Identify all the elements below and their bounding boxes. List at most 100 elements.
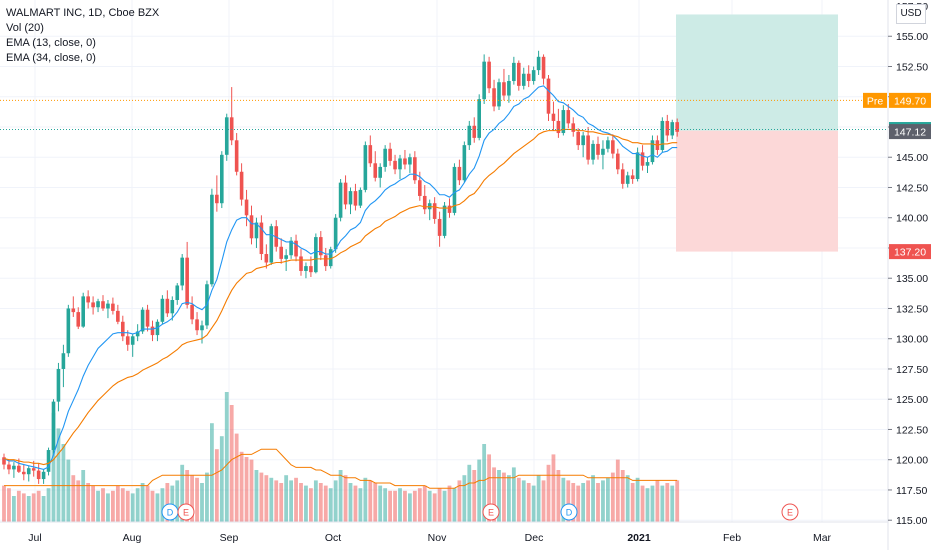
- candle-body: [581, 135, 585, 146]
- volume-bar: [111, 490, 115, 522]
- candle-body: [616, 153, 620, 170]
- volume-bar: [601, 480, 605, 522]
- candle-body: [630, 175, 635, 180]
- volume-bar: [86, 483, 91, 522]
- candle-body: [418, 180, 422, 196]
- time-tick-label: Oct: [325, 532, 341, 544]
- volume-bar: [502, 472, 506, 522]
- volume-bar: [214, 449, 219, 522]
- candle-body: [650, 140, 655, 163]
- candle-body: [175, 285, 180, 301]
- volume-bar: [551, 454, 556, 522]
- volume-bar: [106, 493, 110, 522]
- volume-bar: [358, 488, 363, 522]
- volume-bar: [180, 464, 185, 522]
- candle-body: [432, 203, 437, 219]
- candle-body: [101, 301, 105, 309]
- candlesticks: [2, 50, 679, 484]
- candle-body: [383, 148, 387, 167]
- volume-bar: [219, 436, 224, 522]
- volume-bar: [120, 488, 125, 522]
- ema34-indicator-label[interactable]: EMA (34, close, 0): [6, 52, 96, 64]
- candle-body: [487, 61, 491, 89]
- candle-body: [442, 205, 447, 236]
- candle-body: [477, 99, 481, 138]
- candle-body: [363, 145, 368, 190]
- volume-bar: [254, 470, 259, 522]
- volume-bar: [76, 480, 81, 522]
- price-tick-label: 135.00: [896, 273, 928, 285]
- symbol-title[interactable]: WALMART INC, 1D, Cboe BZX: [6, 7, 160, 19]
- stop-price-tag: 137.20: [894, 247, 926, 259]
- volume-bar: [150, 490, 155, 522]
- candle-body: [333, 217, 338, 250]
- volume-bar: [190, 475, 194, 522]
- candle-body: [531, 70, 536, 82]
- candle-body: [422, 195, 427, 210]
- candle-body: [665, 120, 670, 136]
- event-marker-label: E: [787, 508, 793, 518]
- volume-bar: [442, 490, 447, 522]
- candle-body: [17, 465, 21, 472]
- volume-bar: [279, 483, 284, 522]
- time-tick-label: Feb: [723, 532, 741, 544]
- candle-body: [462, 145, 467, 181]
- volume-bar: [398, 488, 402, 522]
- volume-bar: [393, 490, 397, 522]
- volume-bar: [576, 485, 581, 522]
- volume-bar: [155, 493, 160, 522]
- ema13-indicator-label[interactable]: EMA (13, close, 0): [6, 37, 96, 49]
- currency-button[interactable]: USD: [896, 4, 926, 24]
- volume-bar: [61, 444, 66, 522]
- volume-bar: [21, 493, 26, 522]
- candle-body: [299, 256, 303, 271]
- candle-body: [210, 194, 214, 285]
- candle-body: [259, 222, 264, 255]
- candle-body: [586, 135, 590, 160]
- volume-bar: [313, 480, 318, 522]
- volume-bar: [31, 493, 36, 522]
- candle-body: [601, 148, 605, 155]
- volume-bar: [140, 483, 145, 522]
- volume-bar: [294, 477, 298, 522]
- volume-bar: [507, 475, 511, 522]
- volume-bar: [645, 488, 650, 522]
- volume-bar: [304, 485, 308, 522]
- candle-body: [71, 308, 76, 313]
- price-tick-label: 120.00: [896, 455, 928, 467]
- volume-bar: [462, 475, 467, 522]
- volume-bar: [81, 470, 86, 522]
- time-tick-label: 2021: [627, 532, 651, 544]
- candle-body: [507, 81, 511, 96]
- volume-bar: [284, 475, 289, 522]
- volume-bar: [41, 496, 46, 522]
- candle-body: [541, 56, 546, 79]
- event-marker-label: D: [566, 508, 573, 518]
- volume-bar: [417, 488, 422, 522]
- candle-body: [611, 140, 615, 154]
- candle-body: [294, 240, 298, 257]
- volume-bar: [566, 480, 571, 522]
- candle-body: [472, 125, 477, 138]
- candle-body: [314, 237, 318, 273]
- candle-body: [482, 61, 486, 100]
- volume-bar: [521, 480, 526, 522]
- candle-body: [81, 296, 85, 327]
- candle-body: [284, 255, 288, 259]
- candle-body: [497, 82, 501, 107]
- candle-body: [51, 401, 56, 451]
- volume-bar: [195, 477, 199, 522]
- volume-bar: [665, 483, 670, 522]
- candle-body: [31, 468, 36, 471]
- candle-body: [343, 182, 348, 205]
- volume-bar: [640, 485, 645, 522]
- time-tick-label: Jul: [28, 532, 41, 544]
- volume-bar: [670, 485, 675, 522]
- candle-body: [403, 158, 407, 165]
- volume-bar: [655, 480, 660, 522]
- candle-body: [571, 123, 576, 132]
- volume-bar: [234, 433, 239, 522]
- volume-indicator-label[interactable]: Vol (20): [6, 22, 44, 34]
